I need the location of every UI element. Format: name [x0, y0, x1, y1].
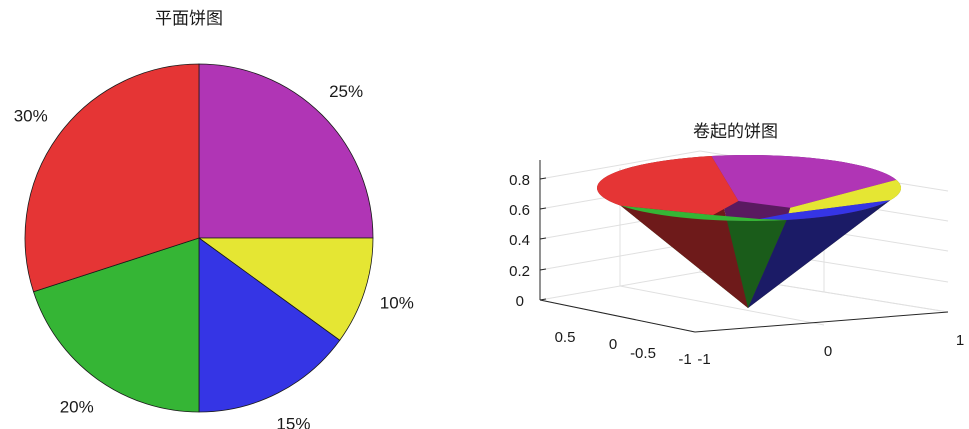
x-tick-label: 0: [824, 343, 832, 360]
y-tick-label: 0: [609, 336, 617, 353]
pie-slice: [198, 237, 341, 413]
curled-pie-slice: [711, 155, 897, 208]
axis-lines: [539, 160, 949, 333]
z-tick-label: 0.2: [509, 263, 530, 280]
y-tick-label: 0.5: [555, 329, 576, 346]
curled-pie-slice: [788, 179, 901, 214]
curled-pie-slice: [759, 200, 891, 220]
z-tick-label: 0.8: [509, 172, 530, 189]
pie-slice-label: 15%: [276, 414, 310, 429]
z-ticks: [539, 177, 547, 301]
y-tick-label: -0.5: [630, 345, 656, 362]
pie-slice: [33, 237, 200, 413]
pie-slice-label: 10%: [380, 293, 414, 312]
z-tick-label: 0.4: [509, 232, 530, 249]
z-tick-label: 0: [516, 293, 524, 310]
pie-slice-label: 25%: [329, 82, 363, 101]
pie-slice: [24, 63, 200, 293]
curled-pie-chart: 0 0.2 0.4 0.6 0.8 0.5 0 -0.5 -1 -1 0 1: [509, 150, 964, 368]
curled-pie-title: 卷起的饼图: [693, 122, 778, 142]
pie-slice-label: 20%: [60, 397, 94, 416]
pie-chart: 25% 10% 15% 20% 30%: [14, 63, 414, 429]
pie-slice-label: 30%: [14, 107, 48, 126]
z-tick-label: 0.6: [509, 202, 530, 219]
y-tick-label: -1: [678, 351, 691, 368]
curled-pie-wall: [748, 200, 891, 308]
pie-slice: [197, 237, 374, 341]
pie-chart-title: 平面饼图: [155, 9, 223, 29]
curled-pie-slice: [597, 156, 739, 215]
pie-slice: [198, 63, 374, 239]
x-tick-label: 1: [956, 332, 964, 349]
x-tick-label: -1: [697, 351, 710, 368]
curled-pie-slice: [620, 205, 787, 221]
